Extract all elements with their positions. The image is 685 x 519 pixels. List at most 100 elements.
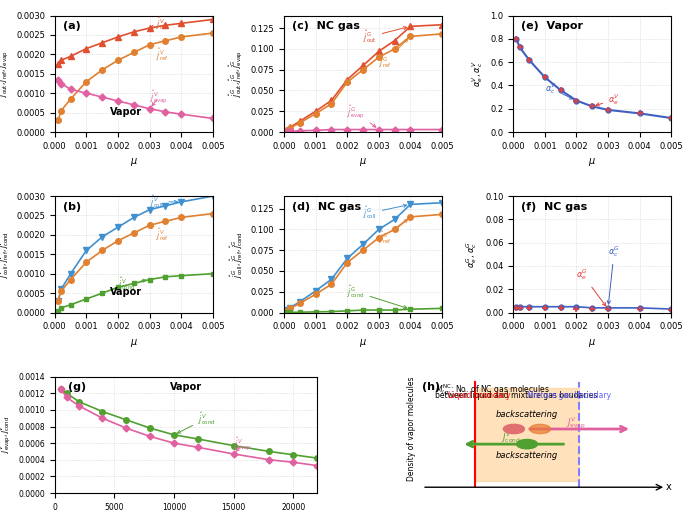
Text: $\hat{j}^V_{\rm cond}$: $\hat{j}^V_{\rm cond}$ (118, 275, 146, 292)
$\hat{j}^V_{\rm coll}$ (129, 214, 138, 221)
$\hat{j}^V_{\rm ref}$ (145, 222, 153, 228)
$\hat{j}^V_{\rm evap}$ (82, 90, 90, 97)
Text: backscattering: backscattering (496, 411, 558, 419)
$\hat{j}^V_{\rm coll}$ (57, 286, 65, 292)
Text: $\hat{j}^G_{\rm cond}$: $\hat{j}^G_{\rm cond}$ (347, 283, 407, 309)
Y-axis label: $\hat{j}^V_{\rm coll}, \hat{j}^V_{\rm ref}, \hat{j}^V_{\rm cond}$: $\hat{j}^V_{\rm coll}, \hat{j}^V_{\rm re… (0, 231, 10, 278)
$\alpha^V_c$ (525, 57, 533, 63)
$\hat{j}^V_{\rm ref}$ (162, 38, 170, 44)
Text: Vapor: Vapor (110, 287, 142, 297)
Y-axis label: $\hat{j}^G_{\rm coll}, \hat{j}^G_{\rm ref}, \hat{j}^G_{\rm cond}$: $\hat{j}^G_{\rm coll}, \hat{j}^G_{\rm re… (228, 231, 245, 278)
$\hat{j}^V_{\rm ref}$ (66, 96, 75, 102)
X-axis label: $\mu$: $\mu$ (588, 337, 596, 349)
$\alpha^V_c$ (604, 107, 612, 113)
$\alpha^V_e$ (512, 36, 521, 42)
Text: (b): (b) (63, 202, 81, 212)
$\hat{j}^V_{\rm coll}$ (82, 248, 90, 254)
$\alpha^V_c$ (573, 98, 581, 104)
Text: Mixture gas boundary: Mixture gas boundary (527, 391, 611, 400)
$\alpha^V_e$ (667, 115, 675, 121)
Line: $\hat{j}^V_{\rm evap}$: $\hat{j}^V_{\rm evap}$ (55, 77, 215, 121)
$\hat{j}^V_{\rm ref}$ (82, 259, 90, 265)
$\hat{j}^V_{\rm out}$ (145, 25, 153, 31)
Y-axis label: $\hat{j}^V_{\rm evap}, \hat{j}^V_{\rm cond}$: $\hat{j}^V_{\rm evap}, \hat{j}^V_{\rm co… (0, 416, 13, 453)
Text: (a): (a) (63, 21, 80, 31)
$\hat{j}^V_{\rm cond}$ (114, 284, 122, 291)
Text: $\hat{j}^G_{\rm ref}$: $\hat{j}^G_{\rm ref}$ (379, 39, 408, 70)
Text: $\hat{j}^V_{\rm ref}$: $\hat{j}^V_{\rm ref}$ (151, 226, 169, 243)
$\hat{j}^V_{\rm coll}$ (177, 199, 186, 205)
$\hat{j}^V_{\rm cond}$ (209, 270, 217, 277)
$\hat{j}^V_{\rm evap}$ (98, 94, 106, 100)
$\hat{j}^V_{\rm ref}$ (66, 277, 75, 283)
$\hat{j}^V_{\rm cond}$ (177, 272, 186, 279)
Text: between liquid and mixture gas boudaries: between liquid and mixture gas boudaries (435, 391, 597, 400)
Text: $\hat{j}^V_{\rm evap}$: $\hat{j}^V_{\rm evap}$ (149, 89, 168, 106)
$\hat{j}^V_{\rm ref}$ (177, 34, 186, 40)
X-axis label: $\mu$: $\mu$ (359, 156, 367, 168)
Circle shape (503, 425, 525, 434)
$\alpha^V_e$ (573, 98, 581, 104)
$\hat{j}^V_{\rm ref}$ (177, 214, 186, 221)
$\alpha^V_c$ (512, 36, 521, 42)
$\hat{j}^V_{\rm ref}$ (57, 288, 65, 294)
$\hat{j}^V_{\rm evap}$ (145, 106, 153, 112)
$\hat{j}^V_{\rm out}$ (57, 57, 65, 63)
Text: $\alpha^G_c$: $\alpha^G_c$ (607, 244, 620, 304)
$\hat{j}^V_{\rm out}$ (129, 29, 138, 35)
$\hat{j}^V_{\rm evap}$ (54, 76, 62, 83)
Line: $\alpha^V_e$: $\alpha^V_e$ (513, 35, 675, 121)
Text: $J^V_{\rm cond}$: $J^V_{\rm cond}$ (501, 430, 521, 445)
$\hat{j}^V_{\rm out}$ (209, 16, 217, 22)
$\hat{j}^V_{\rm coll}$ (98, 234, 106, 240)
Y-axis label: $\hat{j}^V_{\rm out}, \hat{j}^V_{\rm ref}, \hat{j}^V_{\rm evap}$: $\hat{j}^V_{\rm out}, \hat{j}^V_{\rm ref… (0, 50, 10, 97)
$\hat{j}^V_{\rm cond}$ (98, 290, 106, 296)
$\hat{j}^V_{\rm ref}$ (54, 117, 62, 124)
$\alpha^V_c$ (588, 103, 597, 110)
$\hat{j}^V_{\rm evap}$ (162, 108, 170, 115)
$\hat{j}^V_{\rm ref}$ (209, 30, 217, 36)
$\alpha^V_c$ (556, 87, 564, 93)
$\hat{j}^V_{\rm ref}$ (209, 210, 217, 216)
$\hat{j}^V_{\rm evap}$ (114, 98, 122, 104)
Line: $\hat{j}^V_{\rm cond}$: $\hat{j}^V_{\rm cond}$ (55, 271, 215, 313)
$\hat{j}^V_{\rm out}$ (54, 61, 62, 67)
Text: $\alpha^V_e$: $\alpha^V_e$ (596, 92, 621, 107)
$\hat{j}^V_{\rm cond}$ (145, 277, 153, 283)
Y-axis label: $\alpha^V_e, \alpha^V_c$: $\alpha^V_e, \alpha^V_c$ (470, 60, 485, 87)
$\hat{j}^V_{\rm ref}$ (82, 78, 90, 85)
Text: (h): (h) (422, 383, 440, 392)
$\hat{j}^V_{\rm coll}$ (209, 193, 217, 199)
$\hat{j}^V_{\rm out}$ (98, 39, 106, 46)
$\hat{j}^V_{\rm ref}$ (57, 107, 65, 114)
Text: $\alpha^V_c$: $\alpha^V_c$ (545, 81, 573, 99)
Text: $\hat{j}^V_{\rm cond}$: $\hat{j}^V_{\rm cond}$ (177, 410, 216, 433)
Line: $\hat{j}^V_{\rm ref}$: $\hat{j}^V_{\rm ref}$ (55, 211, 216, 304)
$\alpha^V_e$ (556, 87, 564, 93)
$\hat{j}^V_{\rm ref}$ (114, 238, 122, 244)
$\hat{j}^V_{\rm coll}$ (114, 224, 122, 230)
Text: Vapor: Vapor (110, 106, 142, 117)
$\alpha^V_e$ (636, 110, 644, 116)
X-axis label: $\mu$: $\mu$ (130, 156, 138, 168)
Bar (475, 388, 580, 482)
$\hat{j}^V_{\rm ref}$ (98, 248, 106, 254)
$\hat{j}^V_{\rm out}$ (177, 20, 186, 26)
Y-axis label: $\hat{j}^G_{\rm out}, \hat{j}^G_{\rm ref}, \hat{j}^G_{\rm evap}$: $\hat{j}^G_{\rm out}, \hat{j}^G_{\rm ref… (227, 50, 245, 97)
Text: $J^V_{\rm evap}$: $J^V_{\rm evap}$ (566, 416, 586, 431)
Text: $\hat{j}^G_{\rm evap}$: $\hat{j}^G_{\rm evap}$ (347, 103, 376, 127)
Line: $\hat{j}^V_{\rm ref}$: $\hat{j}^V_{\rm ref}$ (55, 30, 216, 123)
Text: (g): (g) (68, 383, 86, 392)
$\hat{j}^V_{\rm ref}$ (129, 230, 138, 236)
$\hat{j}^V_{\rm coll}$ (54, 298, 62, 304)
$\hat{j}^V_{\rm evap}$ (129, 102, 138, 108)
$\alpha^V_c$ (667, 115, 675, 121)
Line: $\hat{j}^V_{\rm coll}$: $\hat{j}^V_{\rm coll}$ (55, 193, 216, 304)
Line: $\alpha^V_c$: $\alpha^V_c$ (514, 36, 674, 120)
$\hat{j}^V_{\rm out}$ (162, 22, 170, 29)
Text: $\hat{j}^V_{\rm out}$: $\hat{j}^V_{\rm out}$ (151, 15, 170, 32)
X-axis label: $\mu$: $\mu$ (588, 156, 596, 168)
X-axis label: $\mu$: $\mu$ (130, 337, 138, 349)
$\alpha^V_e$ (525, 57, 533, 63)
Text: Vapor: Vapor (170, 383, 202, 392)
